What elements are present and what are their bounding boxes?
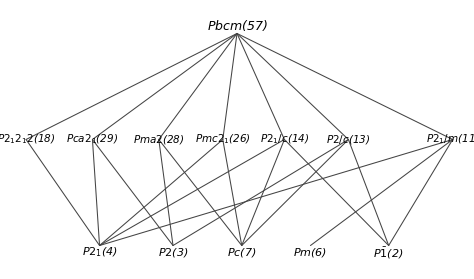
Text: $P2_1$(4): $P2_1$(4) (82, 246, 118, 259)
Text: $P2_12_12$(18): $P2_12_12$(18) (0, 133, 55, 146)
Text: $Pma2$(28): $Pma2$(28) (133, 133, 184, 146)
Text: $P2$(3): $P2$(3) (158, 246, 188, 259)
Text: $Pm$(6): $Pm$(6) (293, 246, 328, 259)
Text: $Pca2_1$(29): $Pca2_1$(29) (66, 133, 118, 146)
Text: $P2/c$(13): $P2/c$(13) (326, 133, 371, 146)
Text: $Pbcm$(57): $Pbcm$(57) (207, 18, 267, 33)
Text: $Pmc2_1$(26): $Pmc2_1$(26) (195, 133, 251, 146)
Text: $P\bar{1}$(2): $P\bar{1}$(2) (374, 246, 404, 261)
Text: $P2_1/c$(14): $P2_1/c$(14) (260, 133, 309, 146)
Text: $Pc$(7): $Pc$(7) (227, 246, 256, 259)
Text: $P2_1/m$(11): $P2_1/m$(11) (426, 133, 474, 146)
